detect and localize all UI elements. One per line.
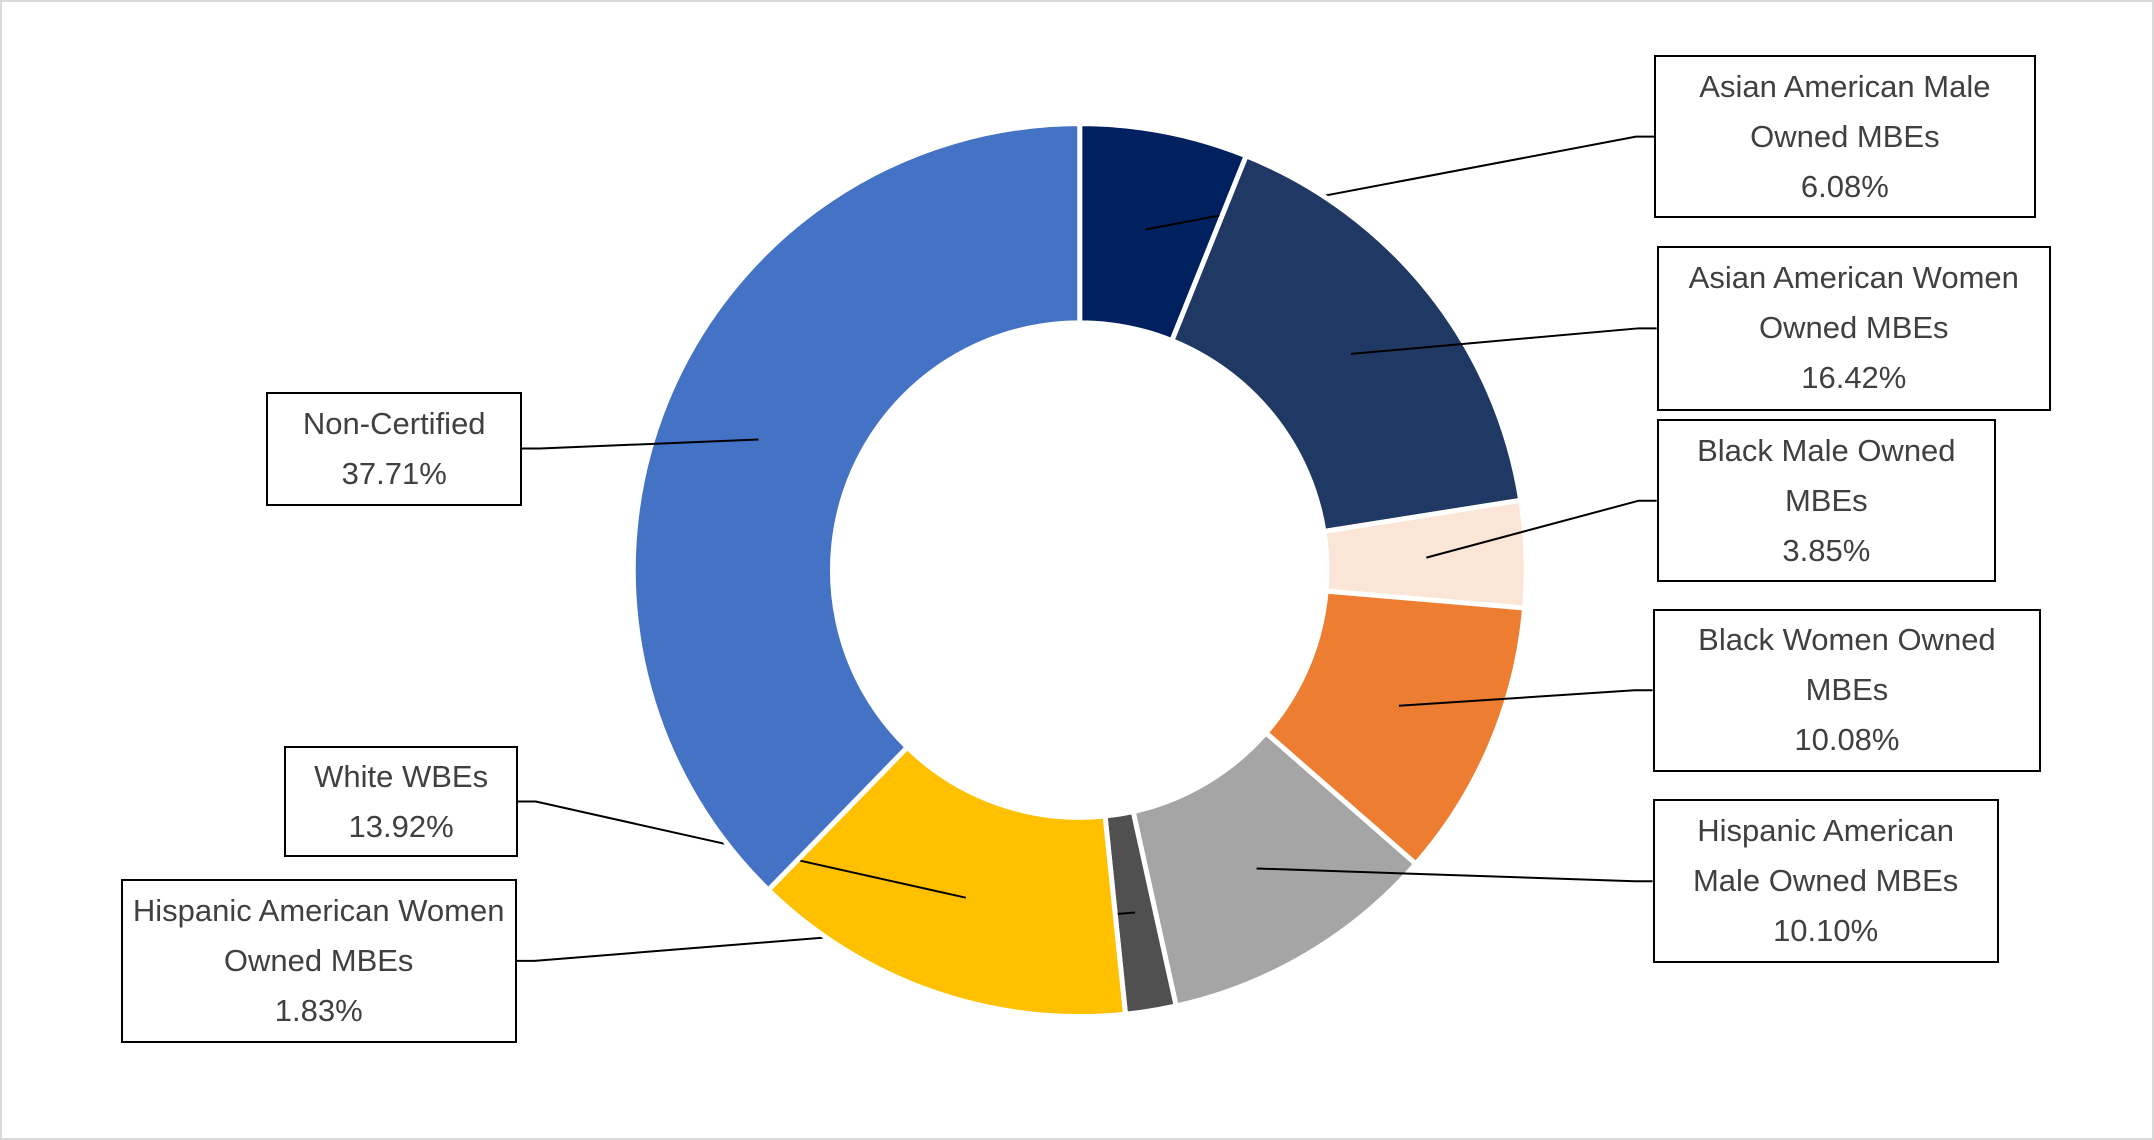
data-label: Asian American Women Owned MBEs 16.42% bbox=[1656, 245, 2051, 411]
data-label: Black Women Owned MBEs 10.08% bbox=[1652, 608, 2042, 773]
donut-slice bbox=[1168, 152, 1524, 535]
data-label: Asian American Male Owned MBEs 6.08% bbox=[1653, 54, 2036, 219]
label-name: Asian American Women Owned MBEs bbox=[1688, 260, 2019, 346]
data-label: Hispanic American Male Owned MBEs 10.10% bbox=[1652, 799, 1999, 963]
label-name: Hispanic American Women Owned MBEs bbox=[132, 892, 505, 978]
leader-line bbox=[1398, 689, 1653, 707]
label-value: 1.83% bbox=[274, 992, 363, 1028]
label-value: 6.08% bbox=[1800, 168, 1889, 204]
label-name: Non-Certified bbox=[302, 405, 486, 441]
leader-line bbox=[522, 438, 759, 450]
leader-line bbox=[517, 800, 967, 899]
donut-slice bbox=[630, 121, 1083, 894]
label-name: Hispanic American Male Owned MBEs bbox=[1692, 813, 1959, 899]
donut-slice bbox=[1262, 588, 1528, 868]
label-name: Asian American Male Owned MBEs bbox=[1699, 68, 1991, 154]
label-value: 10.10% bbox=[1773, 913, 1879, 949]
leader-line bbox=[1256, 867, 1653, 883]
leader-line bbox=[1426, 499, 1657, 559]
label-value: 10.08% bbox=[1794, 722, 1900, 758]
label-value: 3.85% bbox=[1782, 532, 1871, 568]
label-name: White WBEs bbox=[314, 758, 489, 794]
label-name: Black Male Owned MBEs bbox=[1697, 432, 1956, 518]
data-label: White WBEs 13.92% bbox=[284, 745, 518, 858]
data-label: Non-Certified 37.71% bbox=[266, 391, 522, 506]
leader-line bbox=[1350, 327, 1657, 355]
data-label: Hispanic American Women Owned MBEs 1.83% bbox=[120, 879, 517, 1043]
data-label: Black Male Owned MBEs 3.85% bbox=[1656, 418, 1996, 583]
donut-slice bbox=[764, 743, 1129, 1020]
label-name: Black Women Owned MBEs bbox=[1698, 622, 1996, 708]
label-value: 16.42% bbox=[1801, 360, 1907, 396]
label-value: 13.92% bbox=[348, 808, 454, 844]
label-value: 37.71% bbox=[341, 455, 447, 491]
